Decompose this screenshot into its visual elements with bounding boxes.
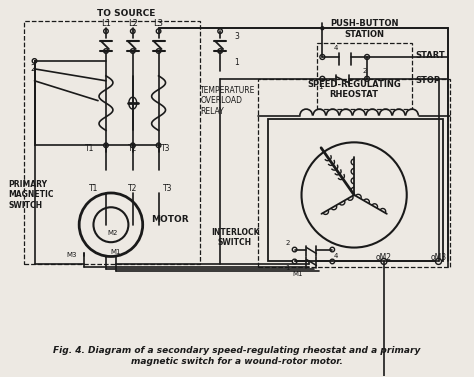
Text: T1: T1 <box>85 144 94 153</box>
Text: 1: 1 <box>235 58 239 67</box>
Circle shape <box>330 247 335 252</box>
Text: T1: T1 <box>89 184 98 193</box>
Circle shape <box>218 49 222 53</box>
Text: T3: T3 <box>163 184 172 193</box>
Text: M1: M1 <box>292 271 303 277</box>
Text: M2: M2 <box>108 230 118 236</box>
Circle shape <box>104 29 108 34</box>
Circle shape <box>156 49 161 53</box>
Text: L3: L3 <box>154 19 164 28</box>
Text: SPEED-REGULATING
RHEOSTAT: SPEED-REGULATING RHEOSTAT <box>307 80 401 100</box>
Circle shape <box>436 259 441 264</box>
Text: STOP: STOP <box>416 76 441 85</box>
Circle shape <box>320 55 325 60</box>
Text: 1: 1 <box>318 84 323 90</box>
Circle shape <box>320 26 325 31</box>
Circle shape <box>130 29 135 34</box>
Text: INTERLOCK
SWITCH: INTERLOCK SWITCH <box>211 228 259 247</box>
Text: 2: 2 <box>285 240 290 245</box>
Text: TO SOURCE: TO SOURCE <box>97 9 155 18</box>
Circle shape <box>330 259 335 264</box>
Text: L1: L1 <box>101 19 111 28</box>
Text: 4: 4 <box>334 45 338 51</box>
Bar <box>268 118 444 262</box>
Circle shape <box>365 76 370 81</box>
Circle shape <box>104 143 108 148</box>
Text: T3: T3 <box>161 144 170 153</box>
Bar <box>24 21 201 264</box>
Circle shape <box>130 143 135 148</box>
Text: 2: 2 <box>31 64 36 74</box>
Text: L2: L2 <box>128 19 138 28</box>
Circle shape <box>365 55 370 60</box>
Text: 1: 1 <box>285 265 290 271</box>
Text: T2: T2 <box>128 144 137 153</box>
Circle shape <box>32 59 37 63</box>
Circle shape <box>292 247 297 252</box>
Circle shape <box>156 29 161 34</box>
Text: 2: 2 <box>363 68 367 74</box>
Bar <box>258 79 450 267</box>
Text: MOTOR: MOTOR <box>151 215 188 224</box>
Circle shape <box>130 49 135 53</box>
Text: M3: M3 <box>67 251 77 257</box>
Circle shape <box>381 259 387 264</box>
Circle shape <box>218 29 222 34</box>
Text: oM2: oM2 <box>376 253 392 262</box>
Bar <box>318 43 412 109</box>
Text: T2: T2 <box>128 184 137 193</box>
Text: 3: 3 <box>235 32 239 41</box>
Circle shape <box>104 49 108 53</box>
Text: PUSH-BUTTON
STATION: PUSH-BUTTON STATION <box>330 20 398 39</box>
Text: 4: 4 <box>334 253 338 259</box>
Circle shape <box>292 259 297 264</box>
Text: magnetic switch for a wound-rotor motor.: magnetic switch for a wound-rotor motor. <box>131 357 343 366</box>
Text: M1: M1 <box>110 248 121 254</box>
Text: START: START <box>416 52 446 60</box>
Text: Fig. 4. Diagram of a secondary speed-regulating rheostat and a primary: Fig. 4. Diagram of a secondary speed-reg… <box>53 346 421 355</box>
Text: PRIMARY
MAGNETIC
SWITCH: PRIMARY MAGNETIC SWITCH <box>9 180 54 210</box>
Text: TEMPERATURE
OVERLOAD
RELAY: TEMPERATURE OVERLOAD RELAY <box>201 86 255 116</box>
Circle shape <box>320 76 325 81</box>
Text: oM3: oM3 <box>430 253 447 262</box>
Circle shape <box>156 143 161 148</box>
